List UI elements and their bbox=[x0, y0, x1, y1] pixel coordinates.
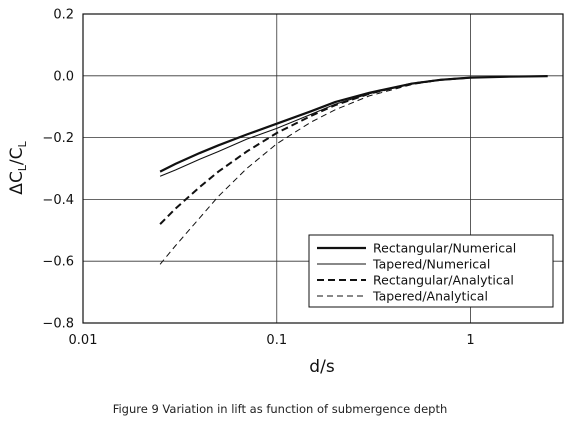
y-tick-label: −0.4 bbox=[42, 193, 74, 208]
series-line-1 bbox=[159, 75, 548, 173]
legend-label: Tapered/Analytical bbox=[372, 289, 488, 304]
x-tick-label: 1 bbox=[466, 333, 474, 348]
plot-frame bbox=[82, 13, 564, 324]
legend-label: Rectangular/Numerical bbox=[373, 241, 516, 256]
y-axis-label: ΔCL/CL bbox=[7, 140, 29, 194]
y-tick-label: −0.8 bbox=[42, 317, 74, 332]
y-tick-label: 0.2 bbox=[53, 8, 74, 23]
y-tick-label: −0.6 bbox=[42, 255, 74, 270]
legend-label: Rectangular/Analytical bbox=[373, 273, 514, 288]
y-tick-label: −0.2 bbox=[42, 131, 74, 146]
x-axis-label: d/s bbox=[309, 357, 335, 377]
y-axis-label-sub1: L bbox=[16, 164, 29, 171]
x-tick-label: 0.01 bbox=[69, 333, 98, 348]
legend-box bbox=[308, 234, 554, 308]
y-axis-label-sub2: L bbox=[16, 140, 29, 147]
legend-label: Tapered/Numerical bbox=[372, 257, 490, 272]
y-tick-labels: 0.2 0.0 −0.2 −0.4 −0.6 −0.8 bbox=[42, 8, 74, 332]
legend: Rectangular/NumericalTapered/NumericalRe… bbox=[308, 234, 554, 308]
series-line-4 bbox=[159, 77, 471, 265]
series-lines bbox=[159, 75, 548, 265]
x-tick-labels: 0.01 0.1 1 bbox=[69, 333, 475, 348]
figure-caption: Figure 9 Variation in lift as function o… bbox=[113, 402, 448, 416]
x-tick-label: 0.1 bbox=[266, 333, 287, 348]
y-axis-label-slash: /C bbox=[7, 147, 27, 165]
series-line-2 bbox=[159, 75, 548, 177]
y-tick-label: 0.0 bbox=[53, 69, 74, 84]
series-line-3 bbox=[159, 76, 471, 225]
y-axis-label-base: ΔC bbox=[7, 171, 27, 195]
